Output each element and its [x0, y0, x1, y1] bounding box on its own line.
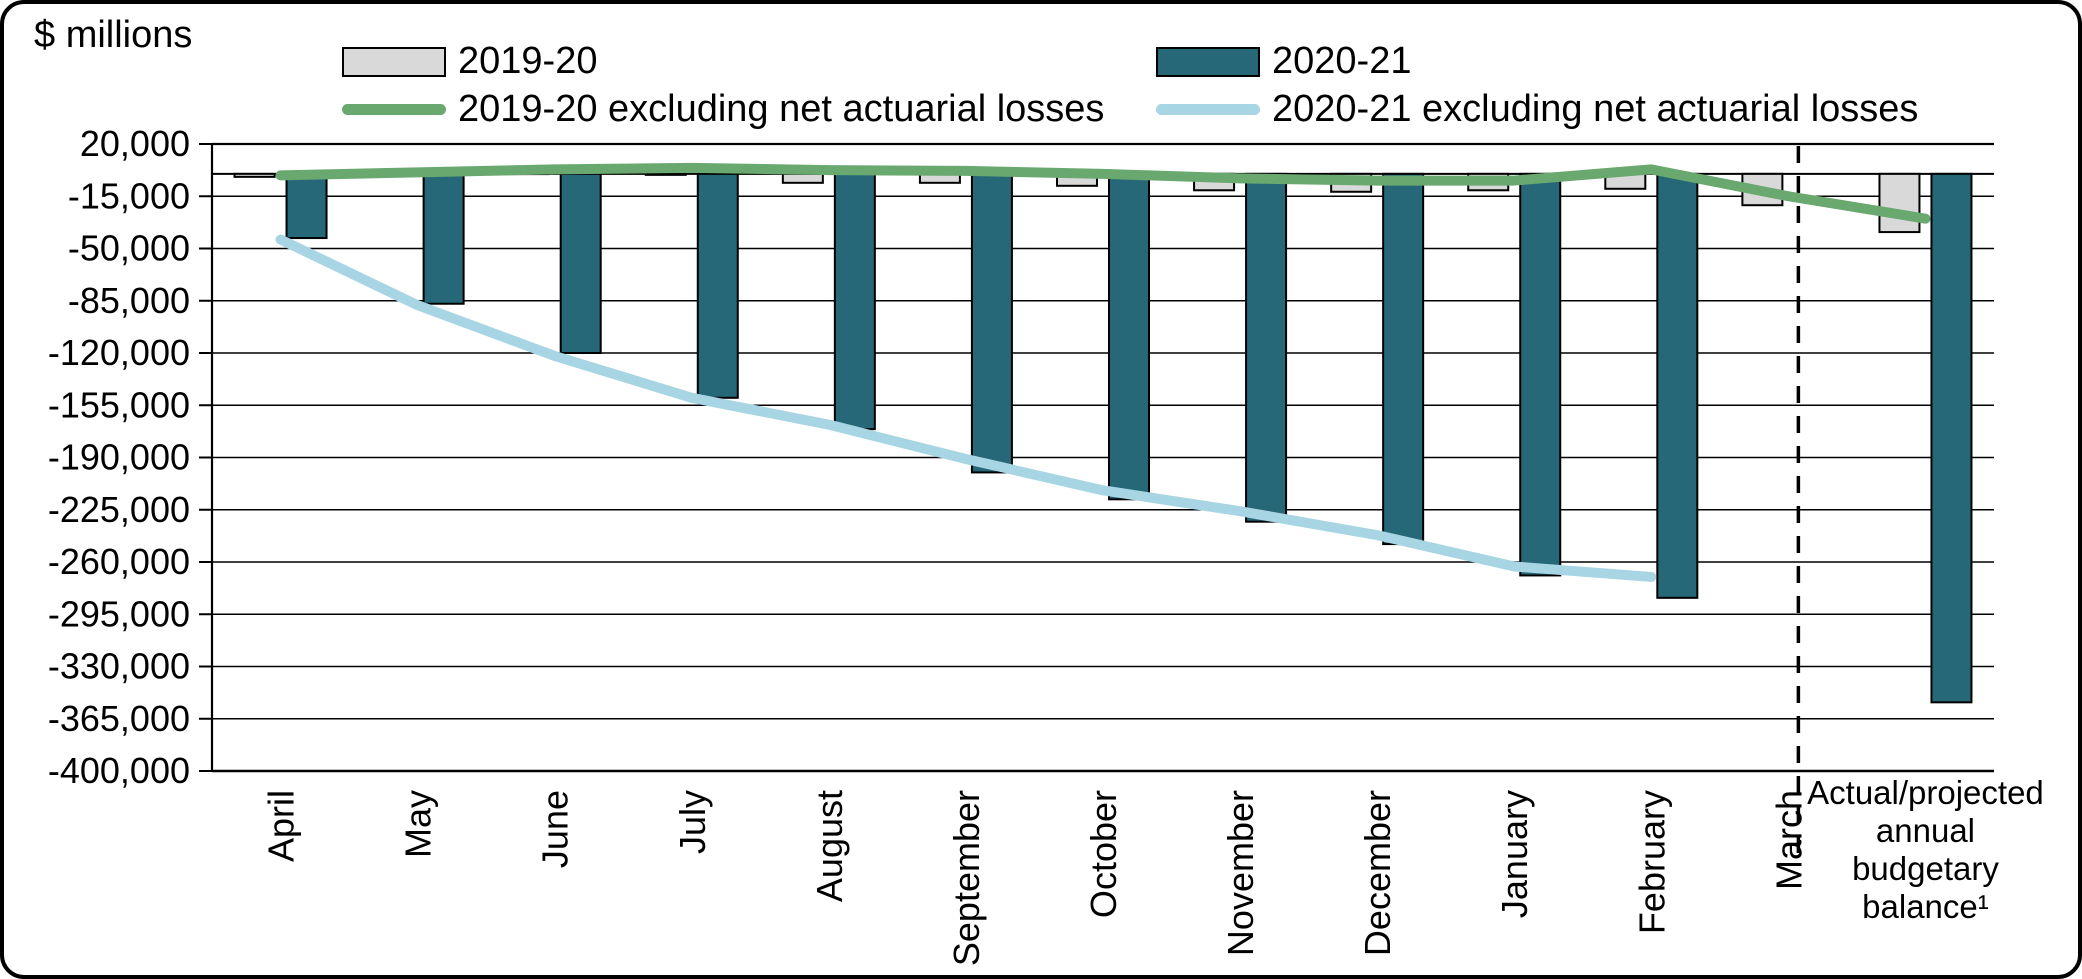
bar-2020-21-September [970, 172, 1013, 474]
legend-item-2019-20: 2019-20 [342, 40, 597, 83]
y-tick-label: -260,000 [48, 541, 190, 582]
x-label-August: August [809, 790, 850, 902]
y-tick-label: -50,000 [68, 228, 190, 269]
chart-svg: 20,000 -15,000 -50,000 -85,000 -120,000 -155,… [48, 123, 2044, 966]
bar-2020-21-January [1519, 172, 1562, 577]
x-label-January: January [1494, 790, 1535, 918]
bar-2019-20-April [233, 172, 276, 178]
y-tick-label: -365,000 [48, 698, 190, 739]
legend-item-2019-20-excluding: 2019-20 excluding net actuarial losses [342, 88, 1104, 131]
x-label-July: July [672, 790, 713, 854]
bar-2019-20-August [781, 172, 824, 184]
x-label-February: February [1631, 790, 1672, 934]
legend-swatch-2020-21-bar [1156, 46, 1260, 77]
y-tick-label: -400,000 [48, 750, 190, 791]
bar-2020-21-October [1108, 172, 1150, 501]
y-tick-label: 20,000 [80, 123, 190, 164]
bar-2019-20-Actual/projected [1878, 172, 1921, 234]
y-tick-label: -120,000 [48, 332, 190, 373]
x-label-annual-budgetary-balance: Actual/projected annual budgetary balance¹ [1807, 774, 2044, 925]
bar-2020-21-February [1656, 172, 1699, 599]
x-label-December: December [1357, 790, 1398, 956]
legend-item-2020-21-excluding: 2020-21 excluding net actuarial losses [1156, 88, 1918, 131]
x-label-March: March [1768, 790, 1809, 890]
legend-swatch-2019-20-line [342, 104, 446, 115]
line-2020-21-excluding-net-actuarial-losses [275, 234, 1657, 582]
y-tick-label: -295,000 [48, 593, 190, 634]
legend-label-2020-21: 2020-21 [1272, 40, 1412, 82]
x-label-October: October [1083, 790, 1124, 918]
x-label-April: April [261, 790, 302, 862]
legend-label-2020-21-excluding: 2020-21 excluding net actuarial losses [1272, 88, 1919, 130]
y-tick-label: -190,000 [48, 437, 190, 478]
bar-2020-21-Actual/projected [1930, 172, 1973, 704]
legend-swatch-2019-20-bar [342, 46, 446, 77]
y-tick-label: -15,000 [68, 175, 190, 216]
legend-swatch-2020-21-line [1156, 104, 1260, 115]
x-label-May: May [398, 790, 439, 858]
bar-2020-21-July [696, 172, 739, 399]
y-tick-label: -330,000 [48, 646, 190, 687]
bar-2020-21-May [422, 172, 465, 305]
bar-2019-20-July [644, 172, 687, 176]
bar-2020-21-August [833, 172, 876, 431]
bar-2020-21-April [285, 172, 328, 240]
line-2019-20-excluding-net-actuarial-losses [275, 162, 1931, 224]
bar-2020-21-December [1382, 172, 1425, 546]
y-tick-label: -155,000 [48, 384, 190, 425]
bar-2020-21-June [559, 172, 602, 354]
legend-label-2019-20-excluding: 2019-20 excluding net actuarial losses [458, 88, 1105, 130]
x-label-November: November [1220, 790, 1261, 956]
legend-item-2020-21: 2020-21 [1156, 40, 1411, 83]
x-label-June: June [535, 790, 576, 868]
y-tick-label: -85,000 [68, 280, 190, 321]
x-label-September: September [946, 790, 987, 966]
legend-label-2019-20: 2019-20 [458, 40, 598, 82]
chart-title: $ millions [34, 14, 193, 56]
y-tick-label: -225,000 [48, 489, 190, 530]
bar-2020-21-November [1245, 172, 1288, 523]
